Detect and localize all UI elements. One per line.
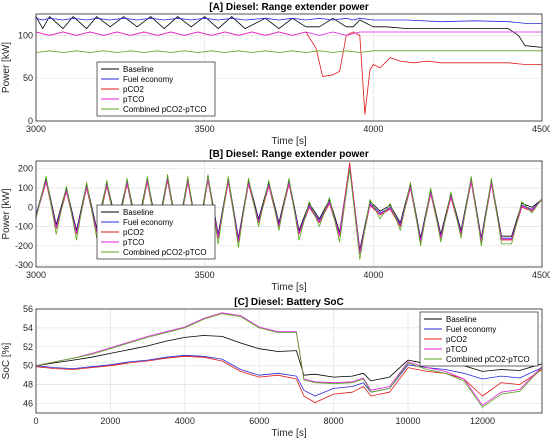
- series-line-fuel-economy: [36, 354, 542, 397]
- x-axis-label: Time [s]: [271, 282, 306, 293]
- legend-entry: pTCO: [123, 95, 144, 104]
- y-tick-label: -100: [15, 222, 33, 232]
- legend-entry: Combined pCO2-pTCO: [123, 105, 207, 114]
- legend-entry: Fuel economy: [123, 75, 173, 84]
- x-tick-label: 0: [33, 416, 38, 426]
- x-tick-label: 4000: [363, 124, 383, 134]
- legend-entry: Combined pCO2-pTCO: [446, 355, 530, 364]
- x-tick-label: 4500: [532, 270, 550, 280]
- x-tick-label: 3500: [195, 270, 215, 280]
- x-axis-label: Time [s]: [271, 136, 306, 147]
- legend-entry: Baseline: [123, 208, 154, 217]
- x-tick-label: 4000: [363, 270, 383, 280]
- x-tick-label: 3500: [195, 124, 215, 134]
- x-tick-label: 10000: [396, 416, 421, 426]
- y-tick-label: 100: [18, 183, 33, 193]
- axes-frame: [35, 13, 543, 122]
- legend-entry: Baseline: [446, 315, 477, 324]
- series-line-combined-pco2-ptco: [36, 313, 542, 408]
- y-tick-label: -200: [15, 241, 33, 251]
- y-tick-label: 50: [23, 361, 33, 371]
- y-axis-label: Power [kW]: [1, 42, 12, 93]
- chart-A: 3000 3500 4000 4500 0 50 100 [A] Diesel: Range …: [1, 2, 550, 147]
- x-tick-label: 4000: [175, 416, 195, 426]
- y-tick-label: 100: [18, 30, 33, 40]
- y-tick-label: 46: [23, 399, 33, 409]
- y-tick-label: 48: [23, 380, 33, 390]
- legend-entry: Baseline: [123, 65, 154, 74]
- x-tick-label: 3000: [26, 270, 46, 280]
- axes-frame: [35, 160, 543, 268]
- series-line-ptco: [36, 31, 542, 36]
- legend-entry: pCO2: [446, 335, 467, 344]
- chart-B: 3000 3500 4000 4500 -300 -200 -100 0 100 200 [B] D…: [1, 149, 550, 293]
- legend-entry: Fuel economy: [446, 325, 496, 334]
- y-tick-label: 200: [18, 164, 33, 174]
- y-tick-label: 50: [23, 73, 33, 83]
- x-tick-label: 2000: [100, 416, 120, 426]
- x-tick-label: 4500: [532, 124, 550, 134]
- chart-C: 0 2000 4000 6000 8000 10000 12000 46 48 50 52 54 56 […: [1, 297, 543, 439]
- legend-entry: pCO2: [123, 85, 144, 94]
- y-tick-label: 0: [28, 202, 33, 212]
- chart-title: [B] Diesel: Range extender power: [209, 149, 369, 160]
- legend-entry: Combined pCO2-pTCO: [123, 248, 207, 257]
- x-tick-label: 6000: [249, 416, 269, 426]
- legend-entry: pCO2: [123, 228, 144, 237]
- y-tick-label: 0: [28, 116, 33, 126]
- legend-entry: Fuel economy: [123, 218, 173, 227]
- y-tick-label: -300: [15, 260, 33, 270]
- y-tick-label: 52: [23, 342, 33, 352]
- x-axis-label: Time [s]: [271, 428, 306, 439]
- chart-title: [A] Diesel: Range extender power: [209, 2, 369, 13]
- y-tick-label: 54: [23, 323, 33, 333]
- series-line-fuel-economy: [36, 17, 542, 24]
- legend-entry: pTCO: [446, 345, 467, 354]
- x-tick-label: 12000: [470, 416, 495, 426]
- y-tick-label: 56: [23, 304, 33, 314]
- axes-frame: [35, 308, 543, 414]
- x-tick-label: 3000: [26, 124, 46, 134]
- legend-entry: pTCO: [123, 238, 144, 247]
- y-axis-label: SoC [%]: [1, 342, 12, 379]
- x-tick-label: 8000: [324, 416, 344, 426]
- y-axis-label: Power [kW]: [1, 188, 12, 239]
- series-line-combined-pco2-ptco: [36, 50, 542, 53]
- chart-title: [C] Diesel: Battery SoC: [234, 297, 343, 308]
